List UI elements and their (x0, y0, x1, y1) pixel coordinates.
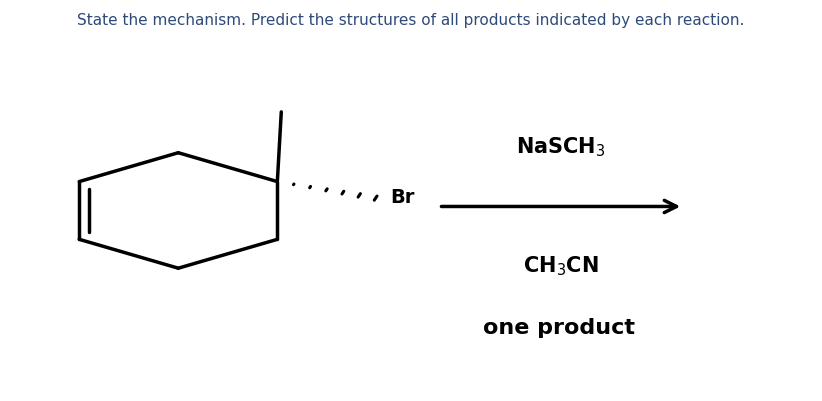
Text: NaSCH$_3$: NaSCH$_3$ (516, 135, 606, 159)
Text: one product: one product (483, 318, 635, 338)
Text: State the mechanism. Predict the structures of all products indicated by each re: State the mechanism. Predict the structu… (77, 13, 745, 28)
Text: CH$_3$CN: CH$_3$CN (523, 254, 598, 278)
Text: Br: Br (390, 188, 414, 207)
